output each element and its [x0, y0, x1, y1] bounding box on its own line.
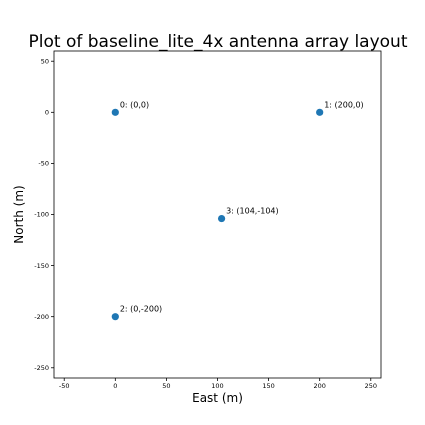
x-tick-label: 0 — [113, 382, 117, 390]
x-tick-label: 100 — [211, 382, 223, 390]
antenna-label: 1: (200,0) — [324, 100, 363, 109]
x-axis-ticks: -50 0 50 100 150 200 250 — [59, 378, 377, 390]
plot-area: -50 0 50 100 150 200 250 50 0 -50 -100 -150 -200 -25… — [34, 50, 382, 390]
chart-title: Plot of baseline_lite_4x antenna array l… — [29, 32, 408, 52]
antenna-marker — [111, 313, 119, 321]
y-tick-label: -250 — [34, 364, 49, 372]
y-tick-label: 50 — [41, 57, 49, 65]
y-tick-label: -100 — [34, 211, 49, 219]
y-tick-label: 0 — [45, 109, 49, 117]
x-axis-label: East (m) — [192, 391, 243, 405]
plot-frame — [53, 50, 382, 379]
antenna-label: 0: (0,0) — [120, 100, 149, 109]
x-tick-label: 200 — [313, 382, 325, 390]
x-tick-label: -50 — [59, 382, 70, 390]
y-tick-label: -150 — [34, 262, 49, 270]
antenna-label: 3: (104,-104) — [226, 207, 279, 216]
antenna-marker — [111, 108, 119, 116]
antenna-marker — [217, 214, 226, 223]
x-tick-label: 150 — [262, 382, 274, 390]
data-points: 0: (0,0) 1: (200,0) 2: (0,-200) 3: (104,-10… — [111, 100, 364, 321]
x-tick-label: 50 — [162, 382, 170, 390]
x-tick-label: 250 — [365, 382, 377, 390]
y-axis-label: North (m) — [12, 185, 26, 243]
y-axis-ticks: 50 0 -50 -100 -150 -200 -250 — [34, 57, 54, 372]
y-tick-label: -200 — [34, 313, 49, 321]
y-tick-label: -50 — [38, 160, 49, 168]
antenna-label: 2: (0,-200) — [120, 305, 162, 314]
antenna-marker — [316, 108, 324, 116]
